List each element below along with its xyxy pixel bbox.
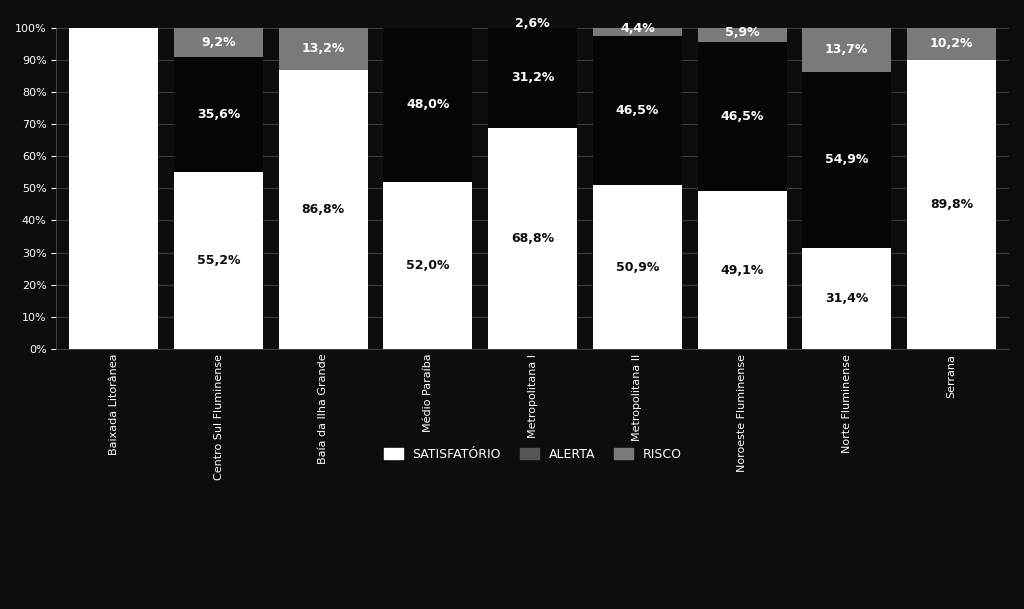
Bar bbox=[802, 72, 891, 248]
Text: 31,2%: 31,2% bbox=[511, 71, 554, 84]
Text: 35,6%: 35,6% bbox=[197, 108, 241, 121]
Text: 46,5%: 46,5% bbox=[720, 110, 764, 123]
Bar bbox=[279, 70, 368, 349]
Text: 5,9%: 5,9% bbox=[725, 26, 760, 39]
Bar bbox=[802, 248, 891, 349]
Text: 31,4%: 31,4% bbox=[825, 292, 868, 305]
Bar bbox=[907, 27, 996, 60]
Text: 2,6%: 2,6% bbox=[515, 17, 550, 30]
Text: 54,9%: 54,9% bbox=[825, 153, 868, 166]
Bar bbox=[384, 182, 472, 349]
Text: 46,5%: 46,5% bbox=[615, 104, 659, 117]
Bar bbox=[384, 27, 472, 182]
Text: 52,0%: 52,0% bbox=[407, 259, 450, 272]
Text: 4,4%: 4,4% bbox=[620, 23, 654, 35]
Bar bbox=[907, 60, 996, 349]
Bar bbox=[697, 191, 786, 349]
Bar bbox=[174, 172, 263, 349]
Text: 9,2%: 9,2% bbox=[202, 36, 236, 49]
Bar bbox=[593, 22, 682, 36]
Text: 48,0%: 48,0% bbox=[407, 98, 450, 111]
Bar bbox=[488, 27, 578, 128]
Bar bbox=[174, 57, 263, 172]
Text: 86,8%: 86,8% bbox=[302, 203, 345, 216]
Text: 13,7%: 13,7% bbox=[825, 43, 868, 56]
Bar bbox=[279, 27, 368, 70]
Bar bbox=[802, 27, 891, 72]
Bar bbox=[697, 23, 786, 42]
Bar bbox=[488, 19, 578, 27]
Text: 55,2%: 55,2% bbox=[197, 254, 241, 267]
Legend: SATISFATÓRIO, ALERTA, RISCO: SATISFATÓRIO, ALERTA, RISCO bbox=[380, 445, 685, 465]
Text: 50,9%: 50,9% bbox=[615, 261, 659, 273]
Bar bbox=[174, 27, 263, 57]
Text: 68,8%: 68,8% bbox=[511, 232, 554, 245]
Text: 10,2%: 10,2% bbox=[930, 38, 973, 51]
Text: 49,1%: 49,1% bbox=[720, 264, 764, 276]
Bar bbox=[593, 36, 682, 185]
Bar bbox=[593, 185, 682, 349]
Bar bbox=[70, 27, 159, 349]
Bar bbox=[488, 128, 578, 349]
Text: 89,8%: 89,8% bbox=[930, 198, 973, 211]
Text: 13,2%: 13,2% bbox=[302, 42, 345, 55]
Bar bbox=[697, 42, 786, 191]
